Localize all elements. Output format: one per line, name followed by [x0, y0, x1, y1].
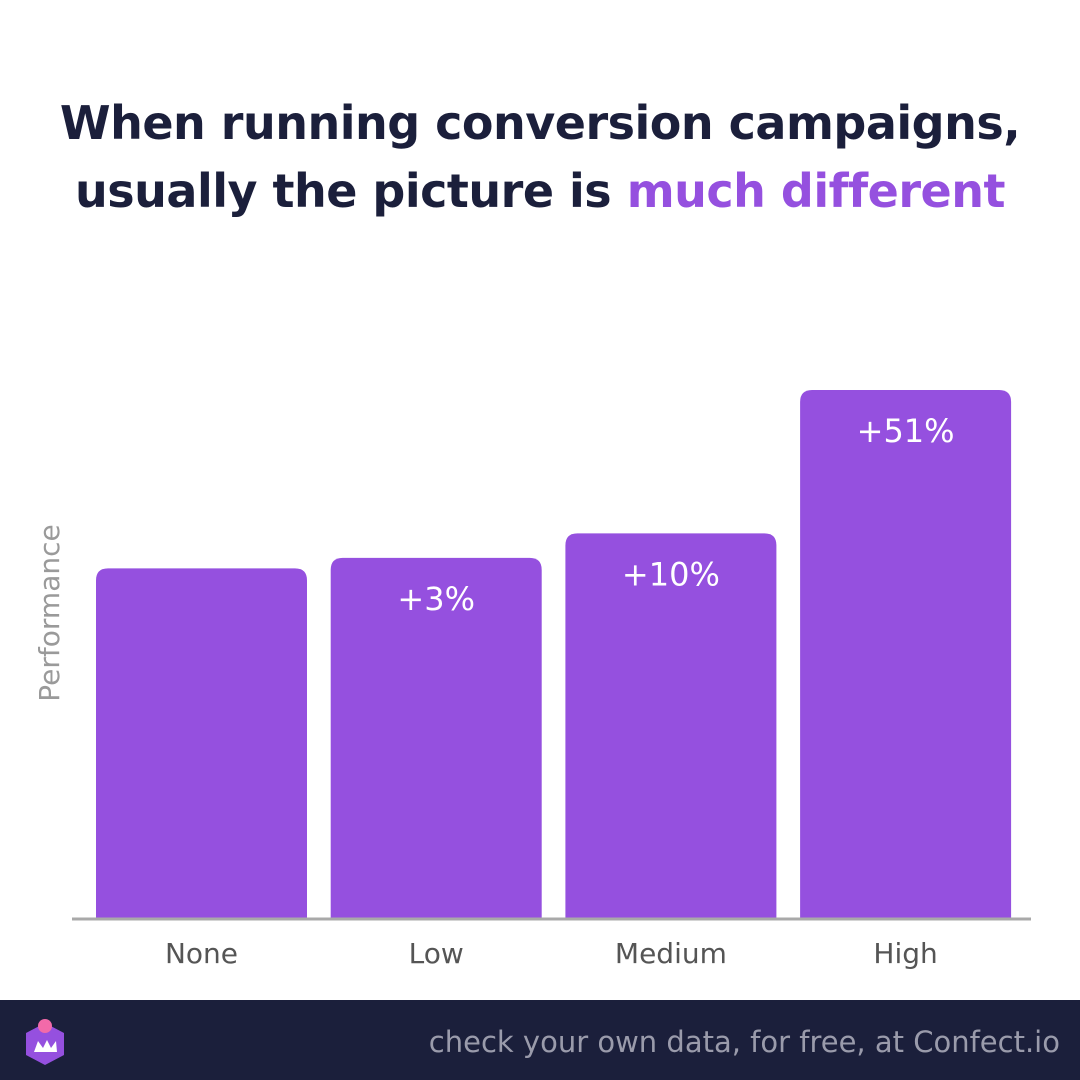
bar-none [96, 568, 307, 918]
bar-low [330, 557, 542, 918]
title-line-2-prefix: usually the picture is [75, 163, 627, 218]
logo-dot [38, 1019, 52, 1033]
x-tick-label-none: None [165, 937, 238, 970]
x-tick-label-high: High [873, 937, 937, 970]
data-label-low: +3% [397, 580, 475, 618]
confect-crown-icon [26, 1019, 64, 1065]
data-label-high: +51% [857, 412, 955, 450]
logo-crown [34, 1040, 57, 1052]
data-labels-group: +3% +10% +51% [397, 412, 954, 618]
x-tick-labels-group: None Low Medium High [165, 937, 938, 970]
footer-cta-text: check your own data, for free, at Confec… [428, 1025, 1060, 1059]
x-tick-label-low: Low [409, 937, 464, 970]
title-accent-text: much different [626, 163, 1006, 218]
title-line-2: usually the picture is much different [0, 157, 1080, 225]
footer-bar: check your own data, for free, at Confec… [0, 1000, 1080, 1080]
chart-title: When running conversion campaigns, usual… [0, 89, 1080, 225]
bars-group [96, 390, 1012, 918]
bar-high [800, 390, 1012, 918]
x-tick-label-medium: Medium [615, 937, 727, 970]
bar-medium [565, 533, 777, 918]
data-label-medium: +10% [622, 555, 720, 593]
bar-chart: +3% +10% +51% None Low Medium High Performanc… [33, 390, 1031, 970]
title-line-1: When running conversion campaigns, [59, 95, 1021, 150]
y-axis-label: Performance [33, 524, 66, 701]
